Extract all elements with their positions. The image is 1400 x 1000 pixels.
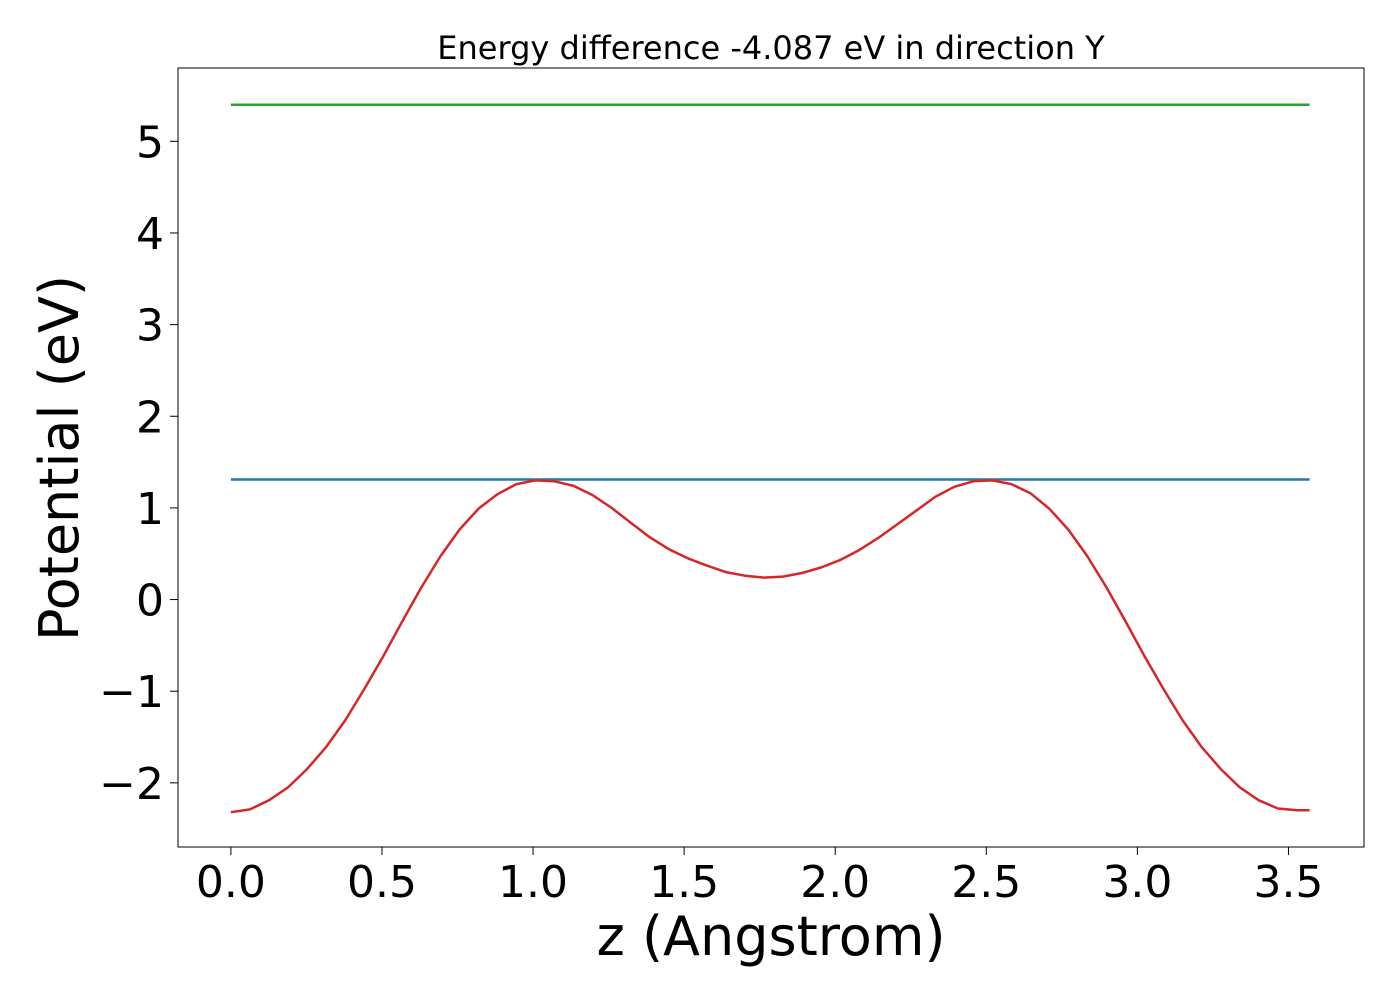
x-tick-label: 3.0 — [1102, 857, 1172, 908]
y-tick-label: 1 — [136, 484, 164, 535]
y-axis-title: Potential (eV) — [28, 275, 91, 641]
plot-frame — [177, 67, 1365, 848]
chart-title: Energy difference -4.087 eV in direction… — [437, 29, 1105, 67]
y-tick-label: 0 — [136, 576, 164, 627]
y-tick-label: −2 — [99, 759, 164, 810]
x-tick-label: 0.0 — [196, 857, 266, 908]
x-axis: 0.0 0.5 1.0 1.5 2.0 2.5 3.0 3.5 — [196, 847, 1323, 908]
y-tick-label: −1 — [99, 667, 164, 718]
y-tick-label: 5 — [136, 117, 164, 168]
series-layer — [230, 103, 1310, 814]
x-tick-label: 2.5 — [951, 857, 1021, 908]
y-tick-label: 2 — [136, 392, 164, 443]
y-tick-label: 3 — [136, 301, 164, 352]
x-tick-label: 2.0 — [800, 857, 870, 908]
y-axis: −2 −1 0 1 2 3 4 5 — [99, 117, 178, 810]
x-tick-label: 1.5 — [649, 857, 719, 908]
x-tick-label: 1.0 — [498, 857, 568, 908]
x-axis-title: z (Angstrom) — [596, 905, 945, 968]
series-line-2 — [230, 479, 1310, 814]
x-tick-label: 3.5 — [1253, 857, 1323, 908]
x-tick-label: 0.5 — [347, 857, 417, 908]
y-tick-label: 4 — [136, 209, 164, 260]
